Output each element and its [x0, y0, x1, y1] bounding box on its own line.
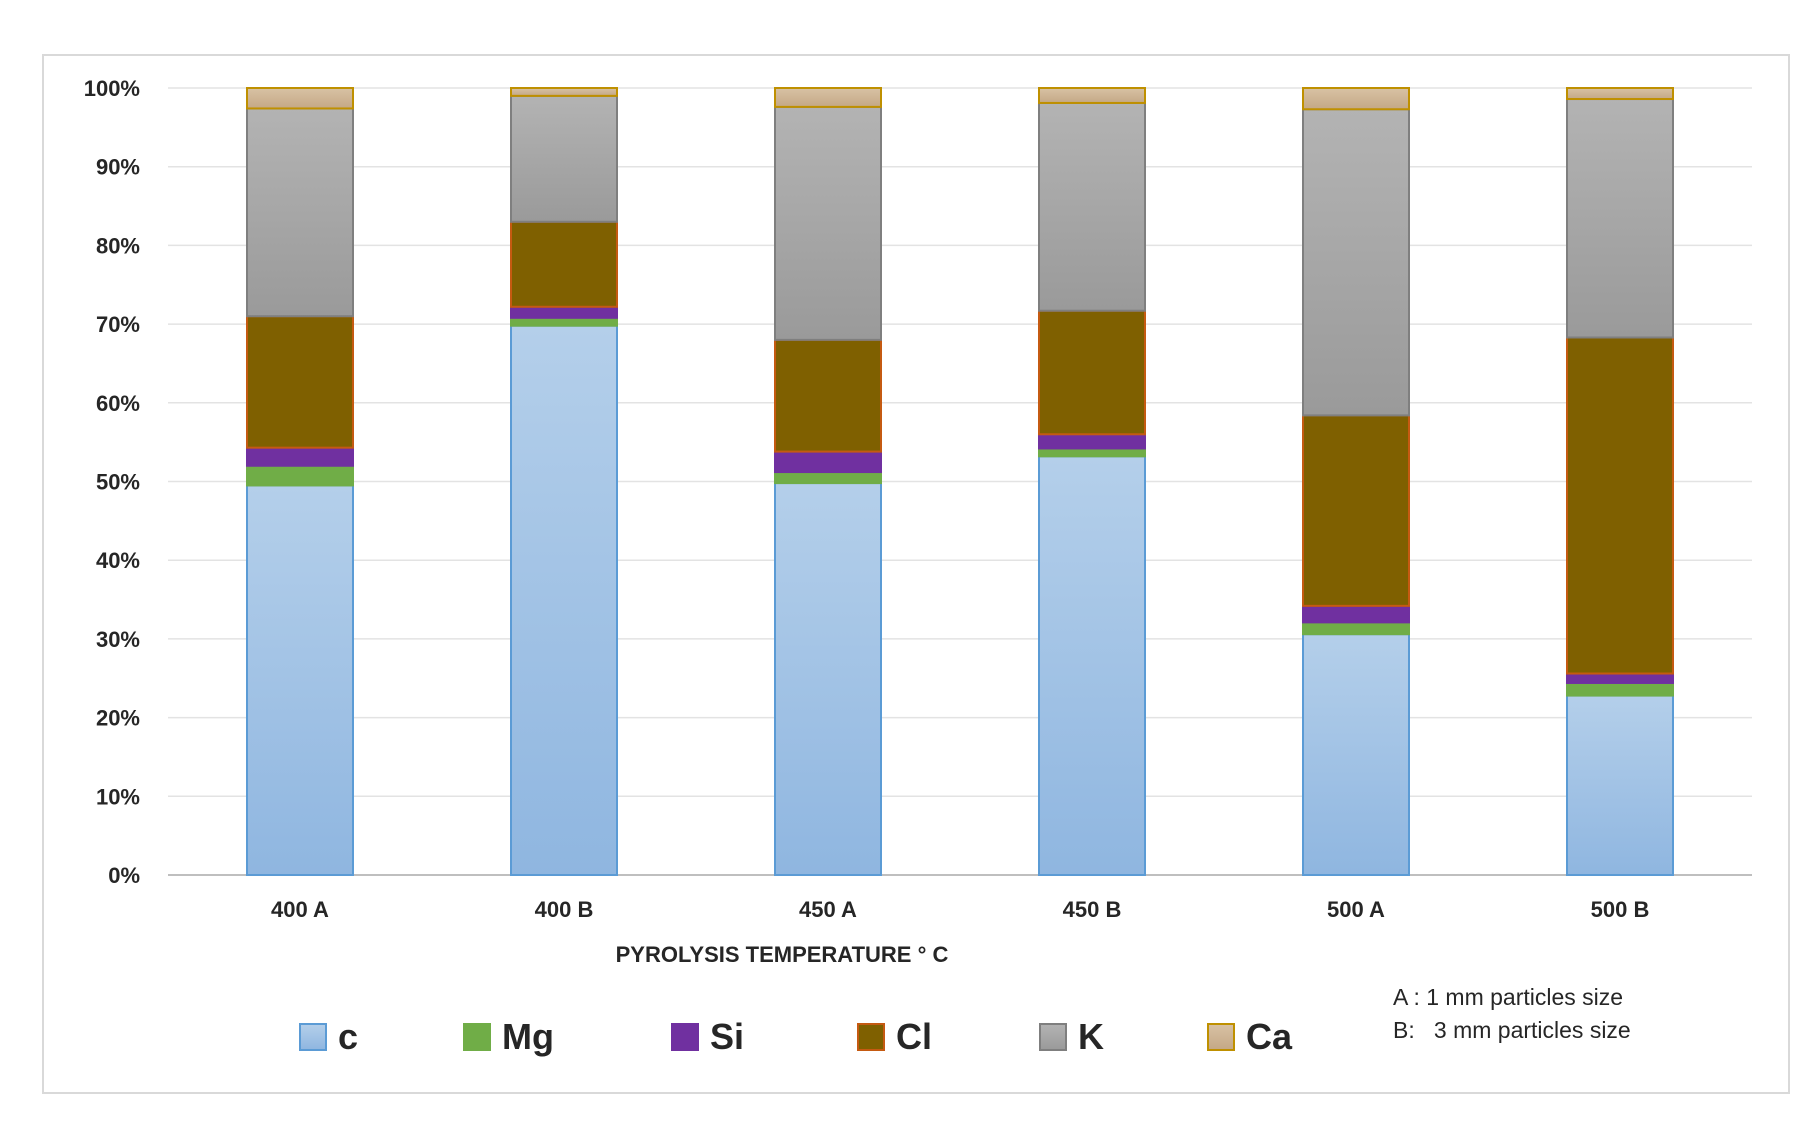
y-tick-label: 80% — [96, 233, 140, 258]
bar-segment-ca — [510, 87, 618, 97]
legend-swatch-k — [1039, 1023, 1067, 1051]
bar-segment-si — [1566, 672, 1674, 684]
bar-segment-si — [1038, 433, 1146, 450]
x-axis-ticks: 400 A 400 B 450 A 450 B 500 A 500 B — [271, 897, 1649, 922]
bar-segment-cl — [246, 315, 354, 449]
bar-group-450-a — [774, 87, 882, 876]
bar-segment-k — [1566, 98, 1674, 339]
bar-segment-si — [774, 450, 882, 474]
bar-group-500-b — [1566, 87, 1674, 877]
bar-segment-cl — [1302, 414, 1410, 607]
bar-segment-cl — [1038, 309, 1146, 436]
bar-group-400-a — [246, 87, 354, 876]
legend-swatch-c — [299, 1023, 327, 1051]
bar-segment-ca — [1038, 87, 1146, 104]
bar-segment-c — [774, 482, 882, 876]
bar-segment-c — [246, 484, 354, 876]
x-tick-label: 400 A — [271, 897, 329, 922]
bar-segment-cl — [1566, 336, 1674, 675]
legend-label-si: Si — [710, 1016, 744, 1057]
bar-segment-k — [246, 107, 354, 318]
bar-segment-c — [510, 324, 618, 876]
y-tick-label: 50% — [96, 470, 140, 495]
bar-segment-cl — [774, 338, 882, 453]
y-tick-label: 30% — [96, 627, 140, 652]
bar-group-400-b — [510, 87, 618, 876]
y-tick-label: 10% — [96, 784, 140, 809]
bar-segment-ca — [1566, 87, 1674, 101]
legend-swatch-cl — [857, 1023, 885, 1051]
x-tick-label: 500 B — [1591, 897, 1650, 922]
y-tick-label: 0% — [108, 863, 140, 888]
bar-group-500-a — [1302, 87, 1410, 876]
bar-segment-mg — [1038, 447, 1146, 458]
y-axis-ticks: 0% 10% 20% 30% 40% 50% 60% 70% 80% 90% 100% — [84, 76, 140, 888]
y-tick-label: 100% — [84, 76, 140, 101]
bar-group-450-b — [1038, 87, 1146, 876]
bar-segment-mg — [774, 471, 882, 485]
bar-segment-mg — [510, 316, 618, 327]
legend-label-c: c — [338, 1016, 358, 1057]
y-tick-label: 70% — [96, 312, 140, 337]
legend-label-ca: Ca — [1246, 1016, 1293, 1057]
gridlines — [168, 87, 1752, 876]
legend-label-k: K — [1078, 1016, 1104, 1057]
bar-segment-k — [774, 105, 882, 341]
bar-segment-k — [1038, 101, 1146, 312]
bar-segment-si — [510, 305, 618, 319]
bar-segment-ca — [774, 87, 882, 108]
legend-swatch-si — [671, 1023, 699, 1051]
x-tick-label: 400 B — [535, 897, 594, 922]
note-particle-size-b: B: 3 mm particles size — [1393, 1017, 1631, 1043]
bar-segment-cl — [510, 220, 618, 308]
bar-segment-c — [1566, 694, 1674, 877]
legend-label-mg: Mg — [502, 1016, 554, 1057]
legend-swatch-mg — [463, 1023, 491, 1051]
x-axis-title: PYROLYSIS TEMPERATURE ° C — [616, 942, 949, 967]
note-particle-size-a: A : 1 mm particles size — [1393, 984, 1623, 1010]
bar-segment-mg — [1302, 621, 1410, 636]
legend: c Mg Si Cl K Ca — [299, 1016, 1293, 1057]
x-tick-label: 500 A — [1327, 897, 1385, 922]
y-tick-label: 40% — [96, 548, 140, 573]
bar-segment-k — [1302, 108, 1410, 417]
bar-segment-c — [1302, 633, 1410, 876]
bar-segment-mg — [246, 464, 354, 487]
legend-label-cl: Cl — [896, 1016, 932, 1057]
bar-segment-si — [246, 446, 354, 467]
bar-segment-ca — [246, 87, 354, 110]
legend-swatch-ca — [1207, 1023, 1235, 1051]
x-tick-label: 450 B — [1063, 897, 1122, 922]
stacked-bars — [246, 87, 1674, 877]
bar-segment-k — [510, 94, 618, 223]
y-tick-label: 20% — [96, 706, 140, 731]
bar-segment-si — [1302, 604, 1410, 624]
y-tick-label: 90% — [96, 155, 140, 180]
bar-segment-ca — [1302, 87, 1410, 111]
y-tick-label: 60% — [96, 391, 140, 416]
x-tick-label: 450 A — [799, 897, 857, 922]
bar-segment-c — [1038, 455, 1146, 876]
bar-segment-mg — [1566, 681, 1674, 697]
